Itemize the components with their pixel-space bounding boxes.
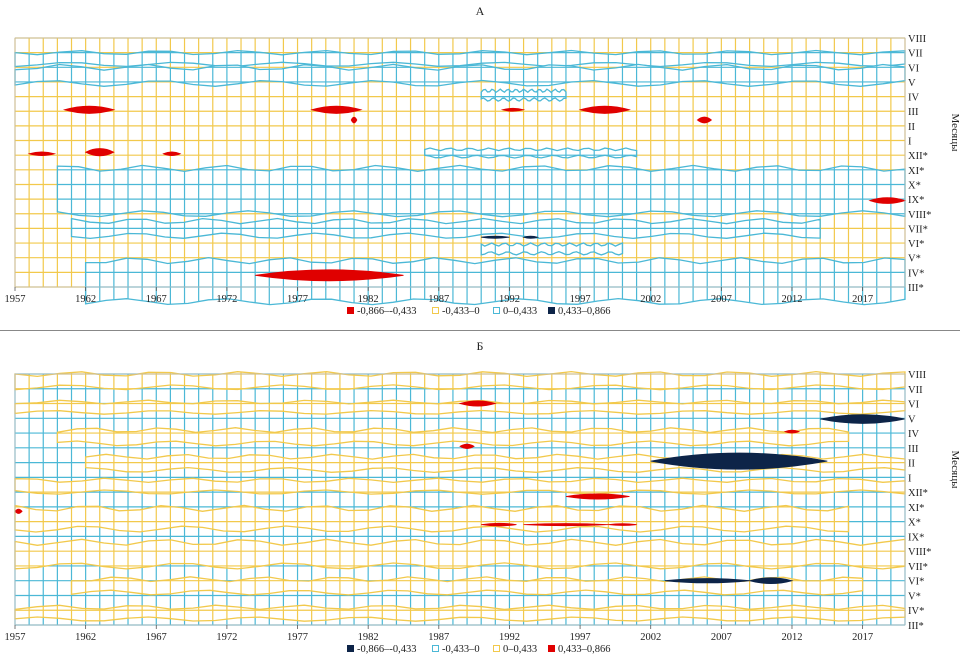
legend-swatch: [347, 307, 354, 314]
y-axis-label: Месяцы: [949, 113, 960, 152]
month-tick-label: IV*: [908, 606, 924, 617]
extreme-blob: [29, 152, 54, 156]
x-tick-label: 1962: [75, 294, 96, 305]
month-tick-label: VIII*: [908, 210, 931, 221]
month-tick-label: V*: [908, 254, 921, 265]
x-tick-label: 1957: [5, 632, 26, 643]
x-tick-label: 1987: [428, 294, 449, 305]
legend-swatch: [433, 646, 439, 652]
panel-divider: [0, 330, 960, 331]
x-tick-label: 2007: [711, 632, 732, 643]
month-tick-label: III*: [908, 621, 924, 632]
legend-swatch: [548, 307, 555, 314]
month-tick-label: VIII*: [908, 547, 931, 558]
month-tick-label: X*: [908, 180, 921, 191]
extreme-blob: [163, 152, 180, 156]
chart-title: Б: [477, 339, 484, 353]
month-tick-label: I: [908, 137, 912, 148]
month-tick-label: II: [908, 122, 915, 133]
chart-title: А: [476, 4, 485, 18]
legend-label: -0,433–0: [442, 306, 480, 317]
month-tick-label: VII*: [908, 562, 928, 573]
month-tick-label: VIII: [908, 34, 927, 45]
month-tick-label: VII: [908, 385, 923, 396]
extreme-blob: [15, 509, 22, 513]
extreme-blob: [524, 524, 609, 526]
legend-swatch: [494, 646, 500, 652]
extreme-blob: [785, 430, 799, 433]
legend-swatch: [548, 645, 555, 652]
month-tick-label: III: [908, 107, 919, 118]
month-tick-label: VIII: [908, 370, 927, 381]
month-tick-label: V: [908, 78, 916, 89]
month-tick-label: XII*: [908, 151, 928, 162]
month-tick-label: III: [908, 444, 919, 455]
month-tick-label: IX*: [908, 195, 924, 206]
x-tick-label: 2007: [711, 294, 732, 305]
x-tick-label: 1997: [570, 632, 591, 643]
legend-label: -0,433–0: [442, 644, 480, 655]
x-tick-label: 2002: [640, 294, 661, 305]
alt-band: [57, 165, 905, 216]
x-tick-label: 1982: [358, 632, 379, 643]
x-tick-label: 1992: [499, 632, 520, 643]
legend-label: 0,433–0,866: [558, 644, 611, 655]
x-tick-label: 1997: [570, 294, 591, 305]
chart-panel-1: АVIIIVIIVIVIVIIIIIIXII*XI*X*IX*VIII*VII*…: [5, 4, 960, 317]
month-tick-label: IV: [908, 429, 919, 440]
month-tick-label: I: [908, 473, 912, 484]
month-tick-label: VI*: [908, 577, 924, 588]
x-tick-label: 1957: [5, 294, 26, 305]
month-tick-label: II: [908, 459, 915, 470]
month-tick-label: VII: [908, 49, 923, 60]
legend-swatch: [433, 308, 439, 314]
x-tick-label: 1987: [428, 632, 449, 643]
month-tick-label: V*: [908, 591, 921, 602]
x-tick-label: 1972: [216, 294, 237, 305]
y-axis-label: Месяцы: [949, 450, 960, 489]
legend-swatch: [347, 645, 354, 652]
month-tick-label: VII*: [908, 224, 928, 235]
x-tick-label: 2002: [640, 632, 661, 643]
month-tick-label: XII*: [908, 488, 928, 499]
x-tick-label: 1967: [146, 294, 167, 305]
legend-label: -0,866–-0,433: [357, 306, 417, 317]
x-tick-label: 1992: [499, 294, 520, 305]
legend-label: 0–0,433: [503, 644, 537, 655]
x-tick-label: 1977: [287, 632, 308, 643]
extreme-blob: [608, 524, 636, 526]
month-tick-label: IV: [908, 93, 919, 104]
legend-label: -0,866–-0,433: [357, 644, 417, 655]
month-tick-label: IX*: [908, 532, 924, 543]
x-tick-label: 2017: [852, 632, 873, 643]
month-tick-label: IV*: [908, 268, 924, 279]
extreme-blob: [351, 117, 357, 123]
month-tick-label: VI*: [908, 239, 924, 250]
month-tick-label: III*: [908, 283, 924, 294]
x-tick-label: 2012: [781, 294, 802, 305]
x-tick-label: 2012: [781, 632, 802, 643]
chart-panel-2: БVIIIVIIVIVIVIIIIIIXII*XI*X*IX*VIII*VII*…: [5, 339, 960, 655]
legend-label: 0–0,433: [503, 306, 537, 317]
x-tick-label: 1967: [146, 632, 167, 643]
x-tick-label: 1977: [287, 294, 308, 305]
extreme-blob: [502, 108, 523, 111]
legend-swatch: [494, 308, 500, 314]
x-tick-label: 1962: [75, 632, 96, 643]
month-tick-label: XI*: [908, 503, 924, 514]
month-tick-label: V: [908, 414, 916, 425]
month-tick-label: VI: [908, 63, 920, 74]
month-tick-label: X*: [908, 518, 921, 529]
x-tick-label: 1972: [216, 632, 237, 643]
x-tick-label: 1982: [358, 294, 379, 305]
extreme-blob: [524, 236, 538, 238]
legend-label: 0,433–0,866: [558, 306, 611, 317]
extreme-blob: [481, 236, 509, 238]
x-tick-label: 2017: [852, 294, 873, 305]
month-tick-label: XI*: [908, 166, 924, 177]
month-tick-label: VI: [908, 400, 920, 411]
extreme-blob: [481, 523, 516, 526]
